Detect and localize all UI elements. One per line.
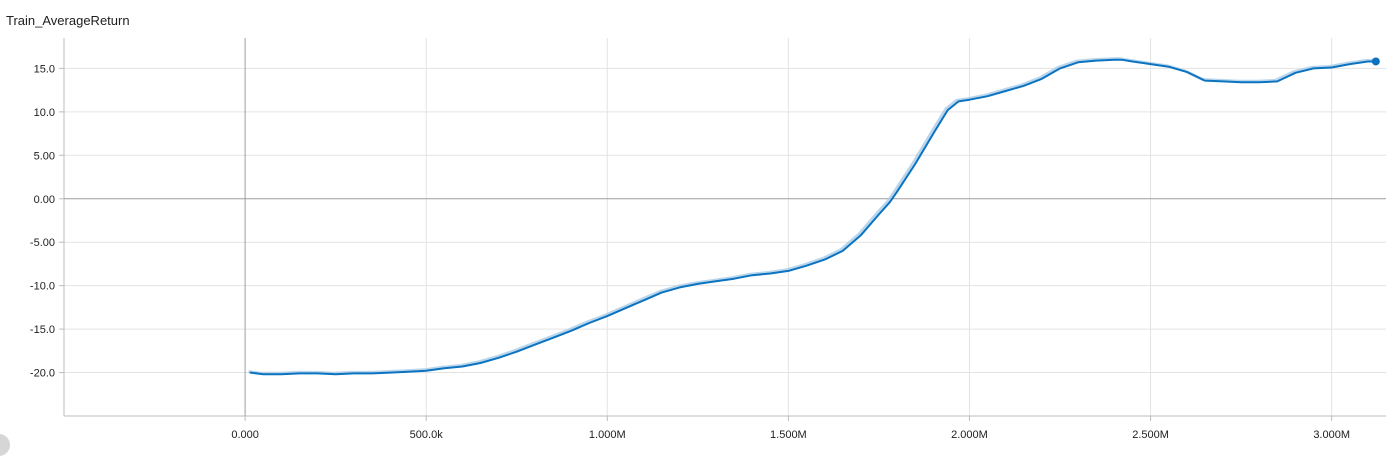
tick-layer: 15.0 10.0 5.00 0.00 -5.00 -10.0 -15.0 -20.0 0.00…	[30, 63, 1350, 441]
grid-layer	[64, 38, 1386, 416]
x-tick-label: 3.000M	[1313, 429, 1350, 441]
y-tick-label: -20.0	[30, 368, 55, 380]
x-tick-label: 0.000	[231, 429, 259, 441]
chart-title: Train_AverageReturn	[6, 13, 130, 28]
y-tick-label: 10.0	[34, 107, 55, 119]
x-tick-label: 500.0k	[410, 429, 444, 441]
y-tick-label: -15.0	[30, 324, 55, 336]
line-chart: 15.0 10.0 5.00 0.00 -5.00 -10.0 -15.0 -20.0 0.00…	[30, 38, 1386, 441]
y-tick-label: 5.00	[34, 150, 55, 162]
x-tick-label: 2.500M	[1132, 429, 1169, 441]
series-layer	[248, 57, 1380, 376]
y-tick-label: 0.00	[34, 194, 55, 206]
x-tick-label: 1.500M	[770, 429, 807, 441]
y-tick-label: -5.00	[30, 237, 55, 249]
x-tick-label: 2.000M	[951, 429, 988, 441]
raw-series-line	[248, 57, 1374, 375]
axes-layer	[63, 38, 1386, 417]
y-tick-label: 15.0	[34, 63, 55, 75]
x-tick-label: 1.000M	[589, 429, 626, 441]
y-tick-label: -10.0	[30, 281, 55, 293]
last-point-marker	[1371, 57, 1380, 66]
smoothed-series-line	[249, 58, 1377, 376]
